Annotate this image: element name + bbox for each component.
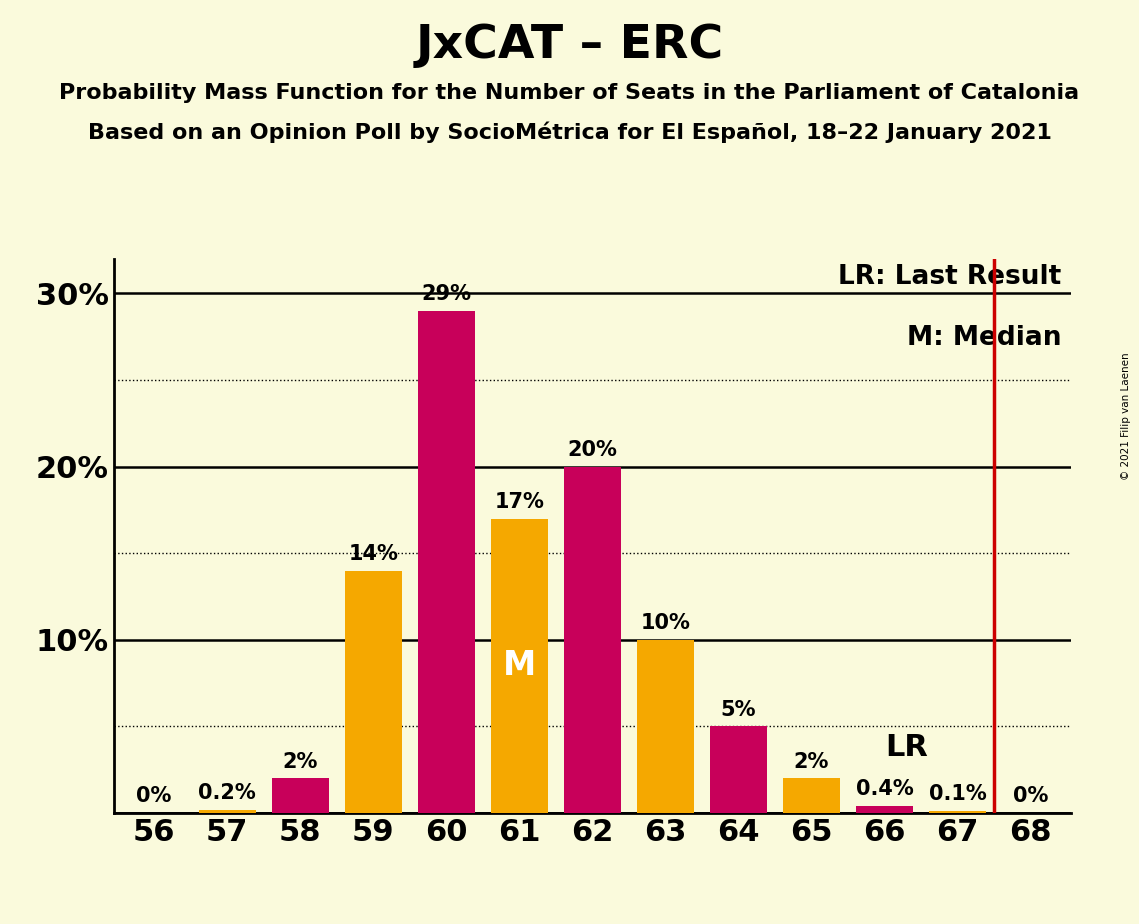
Text: M: M [502,650,535,682]
Text: 14%: 14% [349,543,399,564]
Text: 0.4%: 0.4% [855,779,913,799]
Bar [855,806,912,813]
Text: 17%: 17% [494,492,544,512]
Text: 5%: 5% [721,699,756,720]
Text: 29%: 29% [421,284,472,304]
Text: 20%: 20% [567,440,617,460]
Text: 2%: 2% [794,751,829,772]
Text: 0%: 0% [1013,786,1048,806]
Text: LR: LR [885,733,928,761]
Text: © 2021 Filip van Laenen: © 2021 Filip van Laenen [1121,352,1131,480]
Text: Based on an Opinion Poll by SocioMétrica for El Español, 18–22 January 2021: Based on an Opinion Poll by SocioMétrica… [88,122,1051,143]
Bar [491,518,548,813]
Bar [782,778,839,813]
Bar [418,310,475,813]
Text: 10%: 10% [640,613,690,633]
Text: JxCAT – ERC: JxCAT – ERC [416,23,723,68]
Bar [637,639,694,813]
Bar [198,809,255,813]
Bar [710,726,767,813]
Bar [929,811,986,813]
Text: Probability Mass Function for the Number of Seats in the Parliament of Catalonia: Probability Mass Function for the Number… [59,83,1080,103]
Text: 0.2%: 0.2% [198,783,256,803]
Bar [564,467,621,813]
Text: 2%: 2% [282,751,318,772]
Bar [345,571,402,813]
Text: 0.1%: 0.1% [928,784,986,805]
Text: LR: Last Result: LR: Last Result [838,264,1062,290]
Text: M: Median: M: Median [907,325,1062,351]
Text: 0%: 0% [137,786,172,806]
Bar [272,778,329,813]
